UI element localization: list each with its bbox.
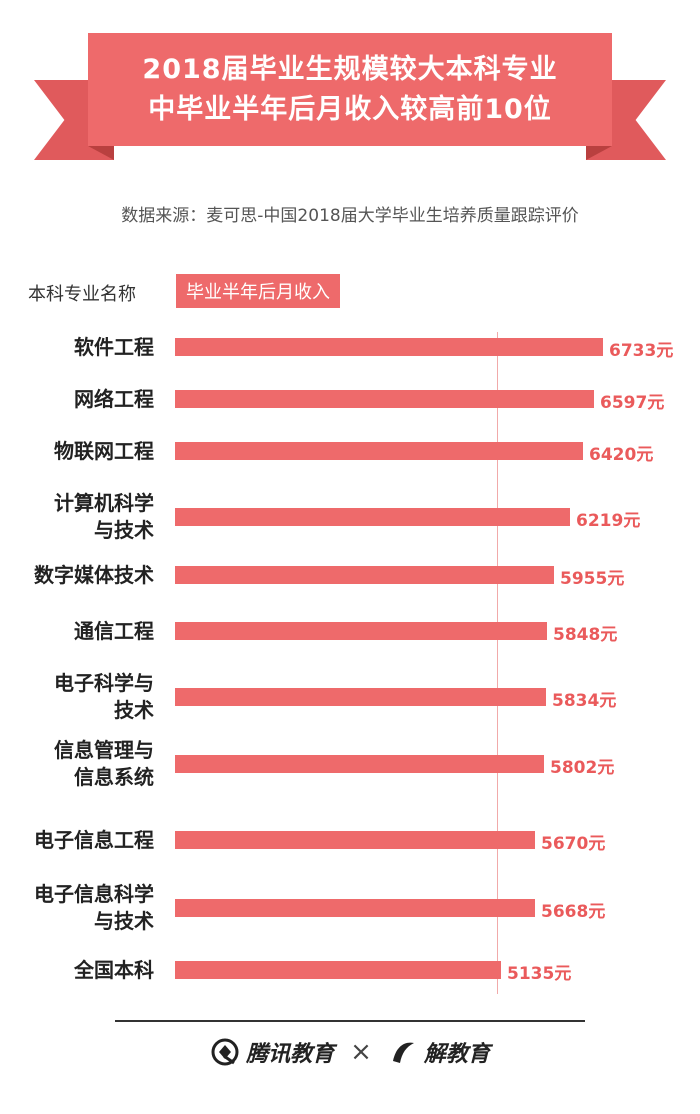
bar [175, 755, 544, 773]
title-line-1: 2018届毕业生规模较大本科专业 [142, 53, 558, 85]
reference-line [497, 332, 498, 994]
bar [175, 338, 603, 356]
category-label: 电子信息工程 [34, 827, 154, 852]
value-label: 5802元 [550, 758, 615, 778]
tencent-education-logo: 腾讯教育 [210, 1036, 334, 1068]
category-label: 物联网工程 [54, 438, 154, 463]
value-label: 6597元 [600, 393, 665, 413]
income-column-header: 毕业半年后月收入 [176, 274, 340, 308]
category-label: 电子信息科学 与技术 [34, 882, 154, 933]
bar [175, 622, 547, 640]
bar [175, 508, 570, 526]
value-label: 5955元 [560, 569, 625, 589]
bar [175, 566, 554, 584]
category-label: 数字媒体技术 [34, 562, 154, 587]
bar [175, 961, 501, 979]
tencent-logo-icon [211, 1038, 239, 1066]
brand-2: 解教育 [423, 1042, 490, 1067]
footer-divider [115, 1020, 585, 1022]
footer: 腾讯教育 × 解教育 [0, 1036, 700, 1068]
category-label: 电子科学与 技术 [54, 671, 154, 722]
value-label: 6219元 [576, 511, 641, 531]
jie-education-logo: 解教育 [388, 1036, 490, 1068]
value-label: 5848元 [553, 625, 618, 645]
brush-logo-icon [392, 1042, 414, 1063]
bar [175, 899, 535, 917]
data-source: 数据来源：麦可思-中国2018届大学毕业生培养质量跟踪评价 [121, 206, 579, 226]
category-label: 网络工程 [74, 386, 154, 411]
bar [175, 688, 546, 706]
category-label: 软件工程 [74, 334, 154, 359]
cross-separator: × [350, 1037, 372, 1067]
value-label: 5668元 [541, 902, 606, 922]
category-label: 全国本科 [74, 957, 154, 982]
major-column-header: 本科专业名称 [28, 284, 136, 305]
value-label: 5834元 [552, 691, 617, 711]
bar [175, 390, 594, 408]
bar [175, 831, 535, 849]
category-label: 信息管理与 信息系统 [54, 738, 154, 789]
value-label: 6420元 [589, 445, 654, 465]
category-label: 通信工程 [74, 618, 154, 643]
title-ribbon: 2018届毕业生规模较大本科专业 中毕业半年后月收入较高前10位 [88, 33, 612, 146]
value-label: 5670元 [541, 834, 606, 854]
value-label: 6733元 [609, 341, 674, 361]
title-line-2: 中毕业半年后月收入较高前10位 [148, 93, 552, 125]
bar [175, 442, 583, 460]
category-label: 计算机科学 与技术 [54, 491, 154, 542]
value-label: 5135元 [507, 964, 572, 984]
brand-1: 腾讯教育 [246, 1042, 335, 1067]
